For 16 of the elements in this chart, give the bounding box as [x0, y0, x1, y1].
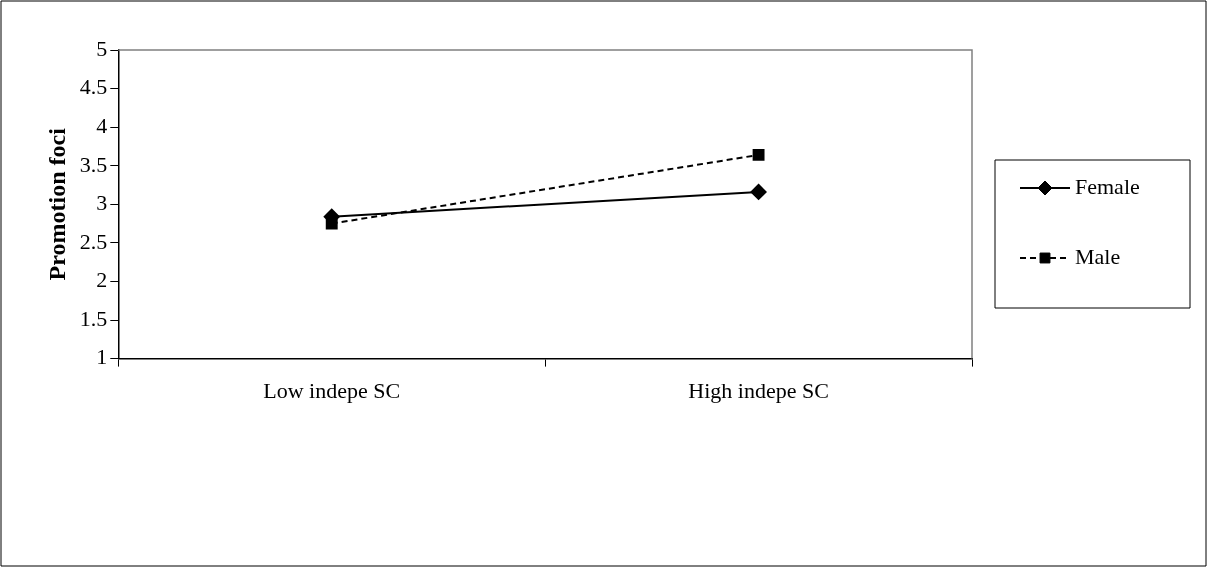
- y-tick-label: 4: [96, 112, 108, 138]
- y-tick-label: 4.5: [79, 74, 108, 100]
- y-tick-label: 5: [96, 35, 108, 61]
- legend-label: Female: [1075, 173, 1140, 199]
- y-tick-label: 1: [96, 344, 108, 370]
- y-tick-label: 2.5: [79, 228, 108, 254]
- point: [750, 183, 767, 200]
- x-tick-label: Low indepe SC: [263, 377, 401, 403]
- x-tick-label: High indepe SC: [688, 377, 829, 403]
- y-tick-label: 3: [96, 190, 108, 216]
- y-tick-label: 2: [96, 267, 108, 293]
- point: [752, 148, 765, 161]
- y-axis-title: Promotion foci: [43, 127, 70, 281]
- y-tick-label: 3.5: [79, 151, 108, 177]
- y-tick-label: 1.5: [79, 305, 108, 331]
- legend-label: Male: [1075, 243, 1121, 269]
